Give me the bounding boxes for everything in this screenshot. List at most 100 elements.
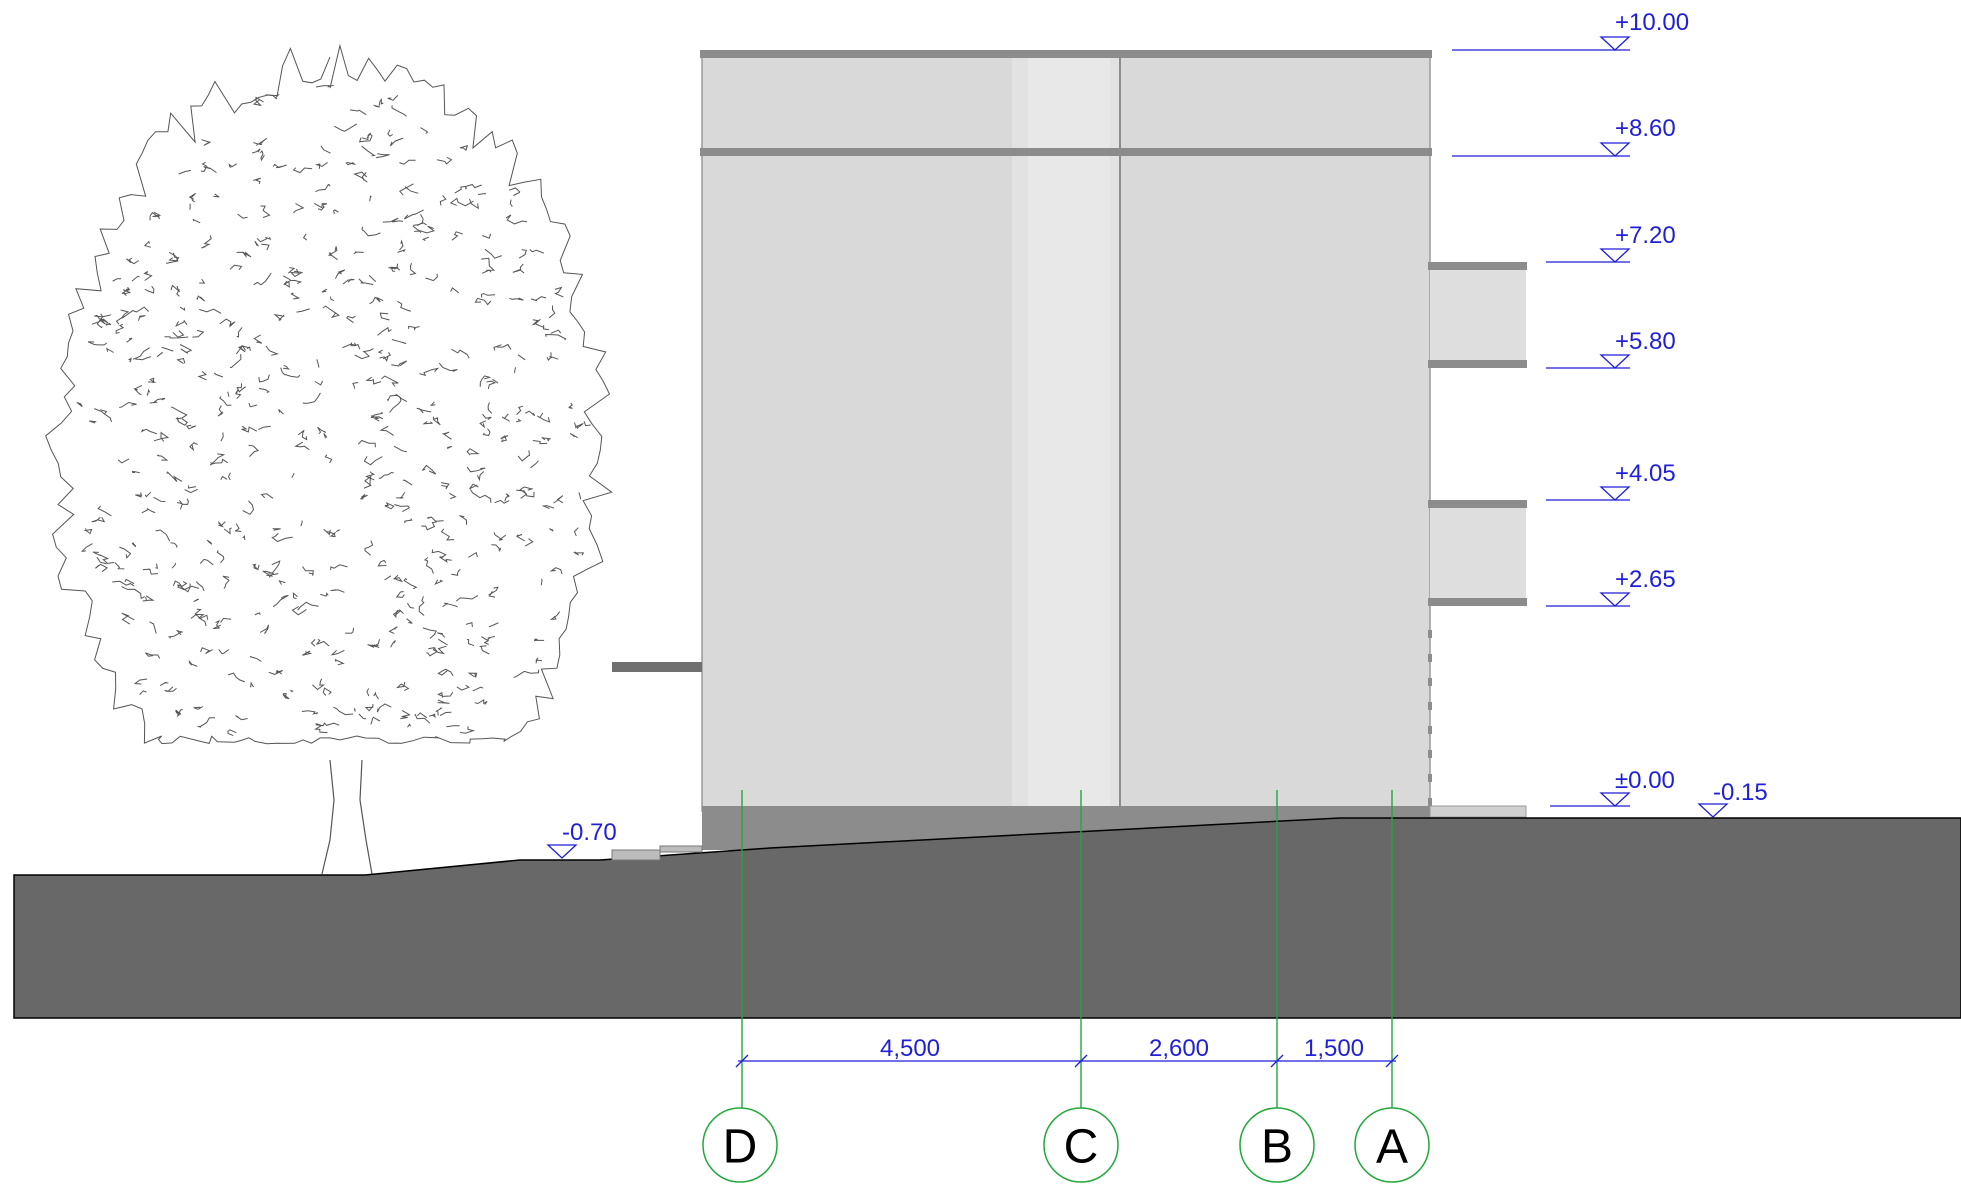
tree-leaf-stroke: [531, 318, 541, 326]
tree-leaf-stroke: [469, 483, 479, 490]
grid-bubbles: D C B A: [702, 1107, 1430, 1183]
tree-leaf-stroke: [454, 185, 466, 194]
tree-leaf-stroke: [313, 202, 327, 209]
tree-leaf-stroke: [395, 590, 405, 598]
tree-leaf-stroke: [395, 681, 410, 692]
tree-leaf-stroke: [400, 709, 411, 720]
level-marker-minus-0-70: -0.70: [546, 819, 617, 859]
balcony-lower-top: [1428, 500, 1527, 508]
tree-leaf-stroke: [481, 635, 496, 641]
tree-leaf-stroke: [105, 347, 114, 353]
tree-leaf-stroke: [96, 556, 107, 565]
tree-leaf-stroke: [389, 137, 404, 147]
tree-leaf-stroke: [259, 150, 265, 162]
tree-leaf-stroke: [466, 466, 486, 473]
tree-leaf-stroke: [253, 272, 272, 286]
tree-leaf-stroke: [484, 248, 502, 259]
tree-leaf-stroke: [378, 97, 384, 106]
tree-leaf-stroke: [317, 205, 325, 211]
tree-leaf-stroke: [200, 647, 213, 654]
tree-leaf-stroke: [427, 516, 444, 522]
tree-leaf-stroke: [439, 556, 452, 563]
tree-leaf-stroke: [525, 410, 536, 417]
tree-leaf-stroke: [364, 703, 374, 712]
tree-leaf-stroke: [294, 441, 310, 451]
tree-leaf-stroke: [479, 375, 492, 387]
tree-leaf-stroke: [479, 420, 487, 429]
tree-leaf-stroke: [213, 372, 224, 378]
tree-leaf-stroke: [192, 218, 201, 224]
tree-leaf-stroke: [216, 550, 225, 564]
tree-leaf-stroke: [253, 177, 262, 185]
balcony-upper: [1430, 266, 1526, 364]
tree-leaf-stroke: [504, 493, 510, 502]
tree-leaf-stroke: [138, 315, 146, 321]
tree-leaf-stroke: [354, 351, 371, 360]
tree-leaf-stroke: [438, 362, 458, 372]
balcony-lower-bottom: [1428, 598, 1527, 606]
level-label: +4.05: [1615, 460, 1676, 487]
tree-leaf-stroke: [330, 589, 345, 593]
tree-leaf-stroke: [155, 529, 171, 542]
tree-leaf-stroke: [171, 562, 176, 569]
tree-leaf-stroke: [465, 621, 473, 628]
dimension-label-cb: 2,600: [1149, 1035, 1209, 1062]
tree-leaf-stroke: [241, 425, 258, 433]
tree-leaf-stroke: [532, 440, 548, 445]
level-marker-2-65: +2.65: [1546, 566, 1676, 607]
level-label: +7.20: [1615, 222, 1676, 249]
tree-leaf-stroke: [440, 528, 455, 541]
tree-leaf-stroke: [459, 144, 469, 152]
tree-leaf-stroke: [540, 578, 543, 586]
tree-leaf-stroke: [384, 501, 395, 510]
level-label: -0.15: [1713, 779, 1768, 806]
tree-leaf-stroke: [535, 657, 543, 664]
tree-leaf-stroke: [320, 145, 331, 154]
tree-leaf-stroke: [537, 412, 551, 423]
tree-leaf-stroke: [505, 214, 528, 225]
level-marker-7-20: +7.20: [1546, 222, 1676, 263]
tree-leaf-stroke: [91, 318, 109, 325]
tree-leaf-stroke: [336, 529, 340, 533]
tree-leaf-stroke: [322, 305, 341, 319]
tree-leaf-stroke: [273, 314, 285, 321]
tree-leaf-stroke: [121, 306, 150, 319]
tree-leaf-stroke: [323, 433, 328, 439]
tree-leaf-stroke: [271, 533, 293, 543]
tree-leaf-stroke: [353, 251, 364, 255]
tree-leaf-stroke: [149, 621, 157, 634]
entrance-step-2: [659, 845, 703, 853]
tree-leaf-stroke: [544, 333, 567, 341]
building: [612, 50, 1527, 850]
tree-leaf-stroke: [418, 225, 436, 234]
tree-leaf-stroke: [553, 495, 564, 504]
grid-bubble-c: C: [1043, 1107, 1119, 1183]
tree-leaf-stroke: [297, 429, 308, 441]
tree-leaf-stroke: [368, 274, 377, 282]
tree-leaf-stroke: [121, 586, 146, 600]
tree-leaf-stroke: [126, 337, 133, 343]
tree-leaf-stroke: [189, 442, 198, 452]
tree-leaf-stroke: [482, 428, 491, 437]
level-label: ±0.00: [1615, 767, 1675, 794]
tree-leaf-stroke: [345, 161, 357, 166]
tree-leaf-stroke: [310, 639, 316, 647]
tree-leaf-stroke: [114, 562, 125, 570]
tree-leaf-stroke: [287, 267, 296, 274]
tree-leaf-stroke: [460, 726, 476, 734]
grid-label-d: D: [723, 1121, 758, 1174]
tree-leaf-stroke: [406, 602, 414, 609]
tree-leaf-stroke: [378, 471, 394, 479]
edge-mark: [1428, 726, 1432, 734]
grid-bubble-d: D: [702, 1107, 778, 1183]
tree-leaf-stroke: [302, 566, 314, 576]
tree-leaf-stroke: [140, 428, 158, 435]
tree-leaf-stroke: [468, 551, 478, 558]
tree-leaf-stroke: [145, 652, 161, 659]
tree-leaf-stroke: [261, 243, 270, 251]
level-marker-0-00: ±0.00: [1550, 767, 1675, 807]
tree-leaf-stroke: [437, 699, 450, 704]
tree-leaf-stroke: [265, 93, 280, 100]
tree-leaf-stroke: [220, 617, 232, 623]
plinth-step: [1429, 805, 1527, 818]
